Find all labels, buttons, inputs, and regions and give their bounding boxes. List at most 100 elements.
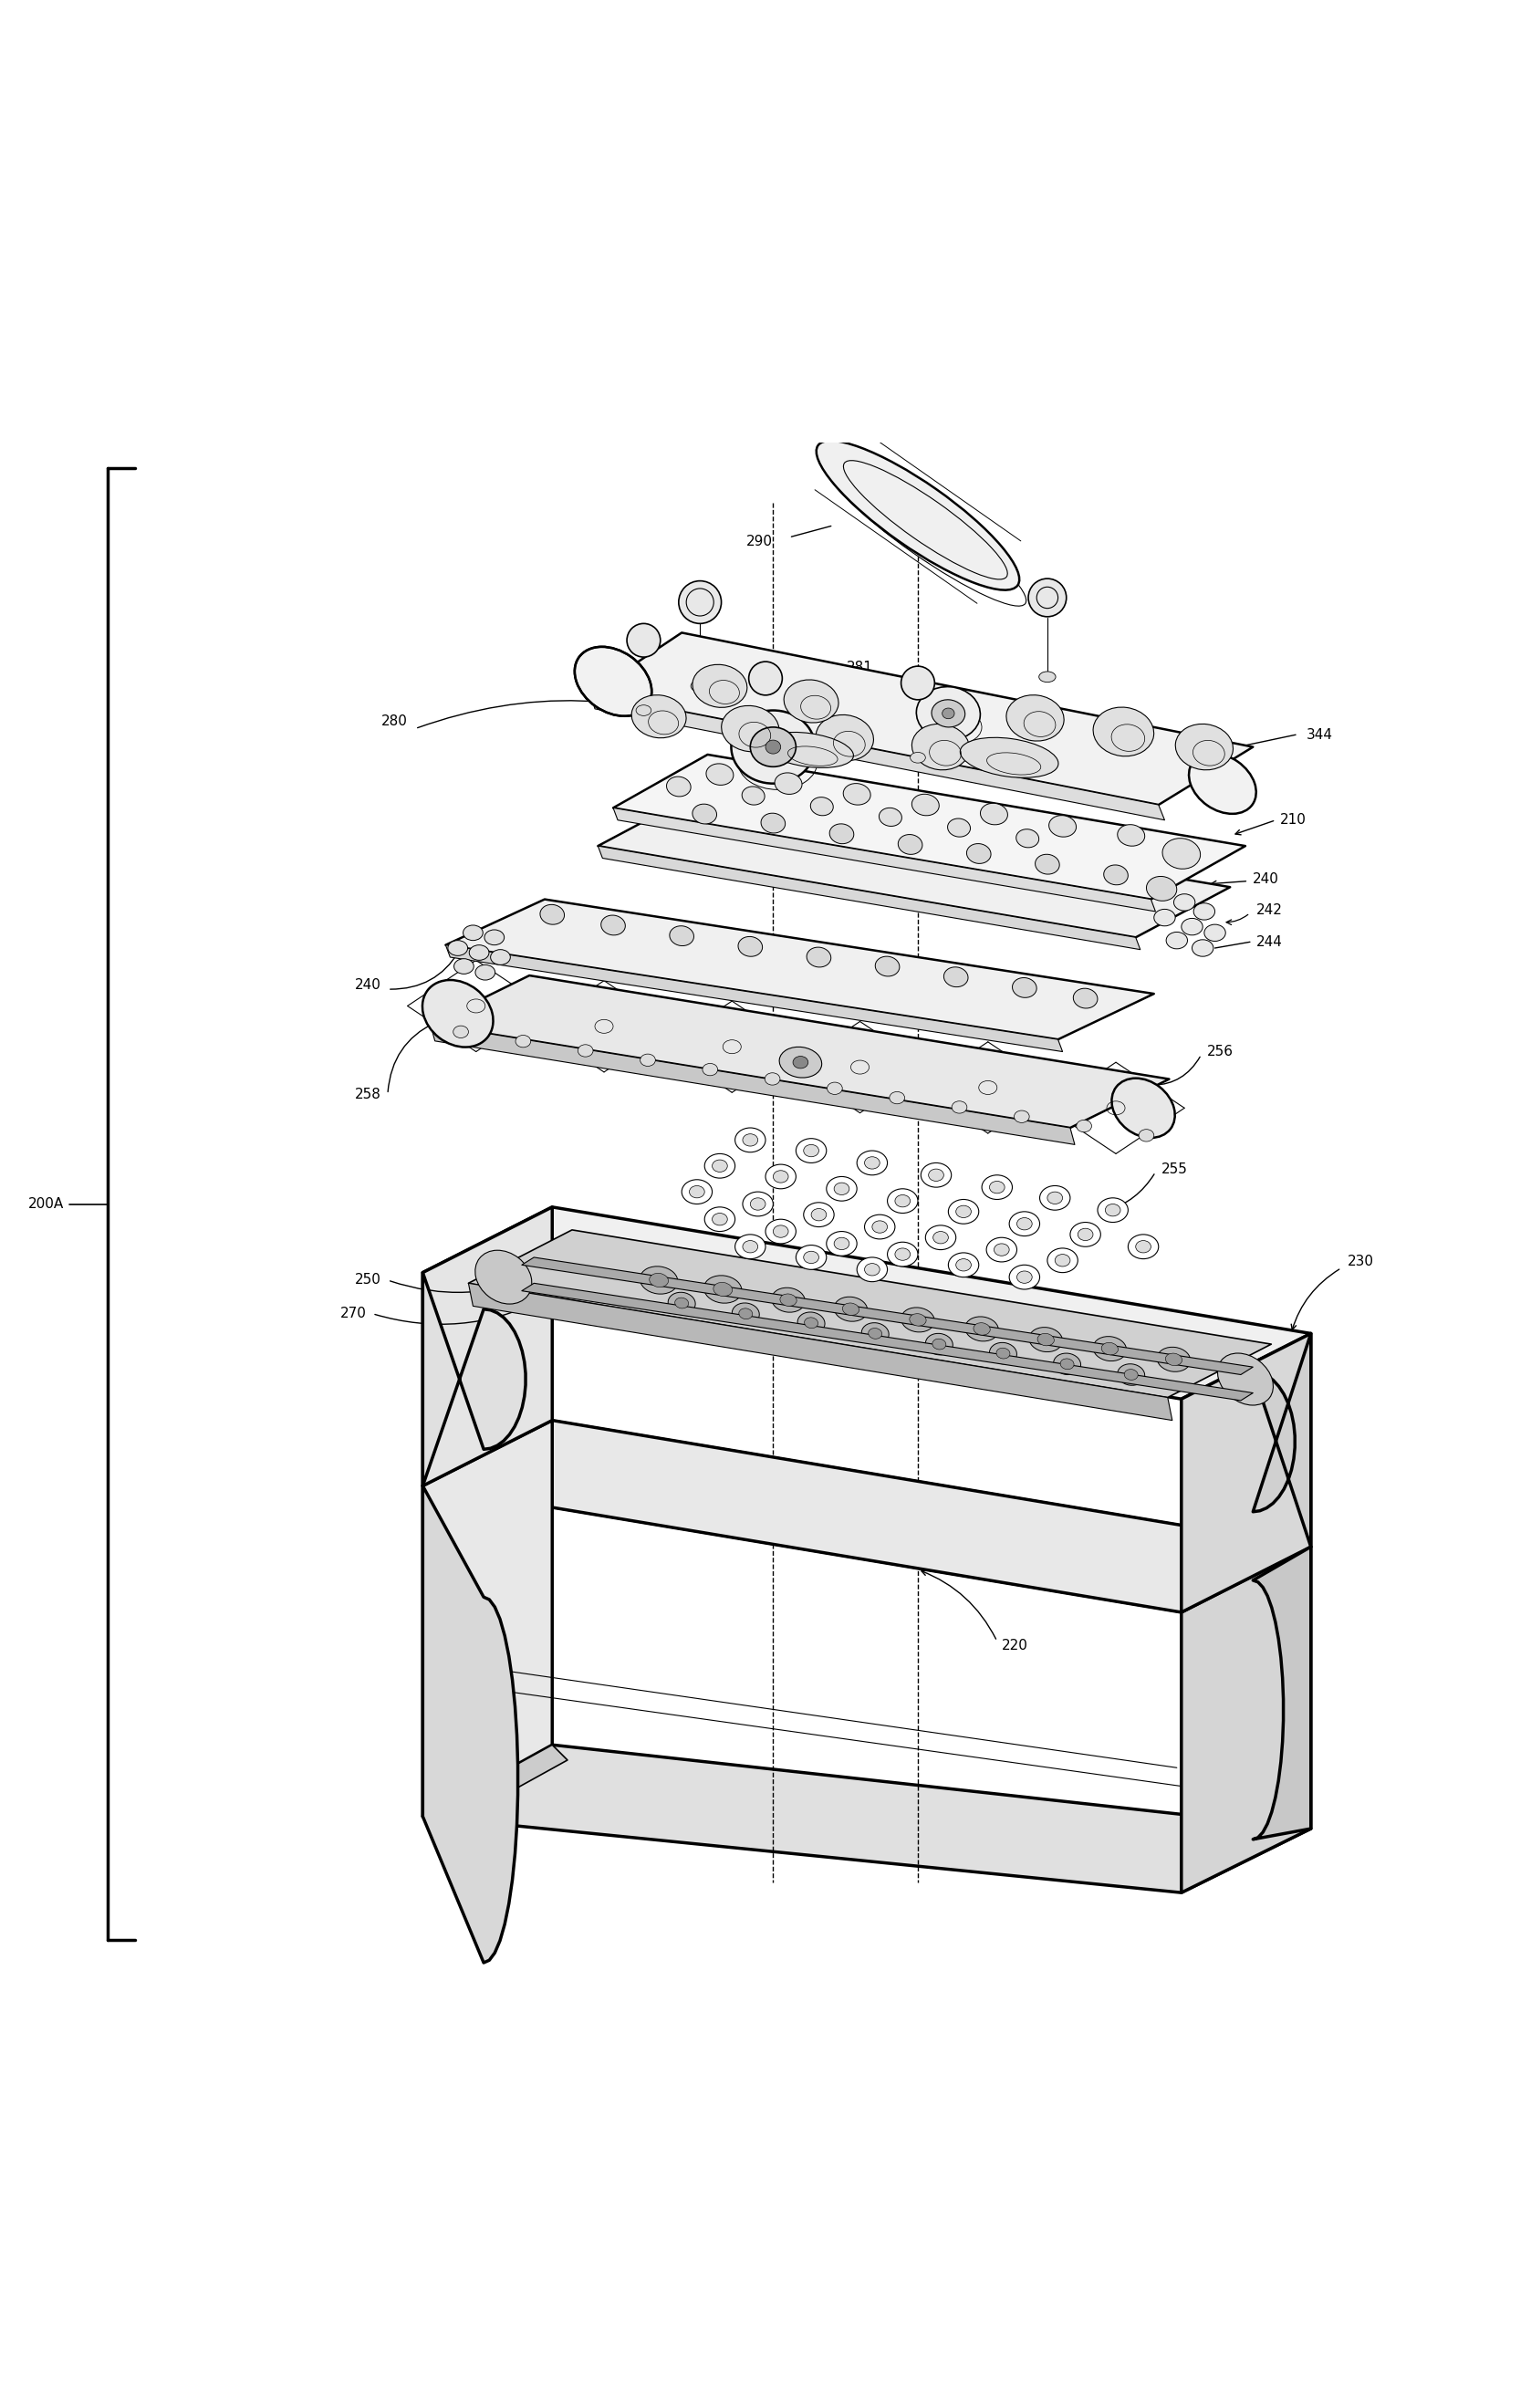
Ellipse shape (692, 804, 717, 824)
Ellipse shape (1182, 917, 1203, 934)
Ellipse shape (732, 1303, 759, 1324)
Ellipse shape (827, 1081, 842, 1096)
Ellipse shape (811, 1209, 827, 1221)
Ellipse shape (678, 580, 721, 624)
Ellipse shape (1101, 1344, 1118, 1356)
Text: 290: 290 (747, 535, 773, 549)
Ellipse shape (834, 1238, 850, 1250)
Text: 280: 280 (381, 715, 407, 727)
Ellipse shape (804, 1317, 818, 1329)
Ellipse shape (909, 1315, 926, 1327)
Polygon shape (522, 1283, 1252, 1401)
Ellipse shape (857, 1257, 888, 1281)
Ellipse shape (704, 1276, 743, 1303)
Text: 242: 242 (1255, 903, 1283, 917)
Polygon shape (612, 754, 1245, 898)
Ellipse shape (1154, 910, 1176, 927)
Polygon shape (1252, 1334, 1311, 1546)
Ellipse shape (793, 1057, 808, 1069)
Polygon shape (468, 1230, 1271, 1397)
Ellipse shape (955, 1206, 971, 1218)
Polygon shape (599, 795, 1229, 937)
Ellipse shape (703, 1064, 718, 1076)
Ellipse shape (827, 1230, 857, 1257)
Ellipse shape (1049, 816, 1076, 838)
Text: 256: 256 (1208, 1045, 1234, 1060)
Ellipse shape (713, 1283, 732, 1296)
Ellipse shape (475, 966, 495, 980)
Ellipse shape (704, 1153, 735, 1178)
Ellipse shape (669, 927, 694, 946)
Ellipse shape (1029, 578, 1067, 616)
Ellipse shape (1098, 1197, 1128, 1223)
Ellipse shape (766, 1218, 796, 1243)
Ellipse shape (1017, 828, 1040, 848)
Polygon shape (1252, 1546, 1311, 1840)
Ellipse shape (1165, 1353, 1182, 1365)
Ellipse shape (804, 1252, 819, 1264)
Text: 281: 281 (847, 660, 873, 674)
Text: 258: 258 (355, 1088, 381, 1100)
Text: 270: 270 (340, 1308, 366, 1320)
Ellipse shape (739, 1308, 753, 1320)
Ellipse shape (675, 1298, 689, 1308)
Ellipse shape (1006, 696, 1064, 742)
Polygon shape (423, 1206, 553, 1486)
Ellipse shape (1055, 1255, 1070, 1267)
Polygon shape (423, 1746, 1311, 1893)
Ellipse shape (1217, 1353, 1274, 1406)
Text: 250: 250 (355, 1274, 381, 1286)
Ellipse shape (1162, 838, 1200, 869)
Ellipse shape (974, 1322, 991, 1334)
Ellipse shape (804, 1202, 834, 1226)
Ellipse shape (775, 773, 802, 795)
Ellipse shape (873, 1221, 888, 1233)
Ellipse shape (902, 1308, 934, 1332)
Ellipse shape (888, 1243, 919, 1267)
Ellipse shape (1073, 987, 1098, 1009)
Ellipse shape (449, 942, 467, 956)
Text: 200A: 200A (29, 1197, 64, 1211)
Polygon shape (446, 944, 1063, 1052)
Ellipse shape (902, 667, 934, 701)
Text: 255: 255 (1162, 1163, 1188, 1175)
Ellipse shape (807, 946, 831, 968)
Ellipse shape (1076, 1120, 1092, 1132)
Ellipse shape (932, 1230, 948, 1243)
Ellipse shape (865, 1214, 896, 1240)
Polygon shape (446, 898, 1154, 1040)
Text: 210: 210 (1280, 814, 1307, 826)
Ellipse shape (1009, 1264, 1040, 1288)
Ellipse shape (779, 1047, 822, 1079)
Ellipse shape (989, 1344, 1017, 1363)
Ellipse shape (796, 1139, 827, 1163)
Polygon shape (591, 694, 1165, 821)
Ellipse shape (712, 1214, 727, 1226)
Ellipse shape (743, 1240, 758, 1252)
Text: 344: 344 (1306, 727, 1334, 742)
Ellipse shape (1147, 877, 1177, 901)
Ellipse shape (1040, 672, 1056, 681)
Polygon shape (430, 975, 1170, 1127)
Ellipse shape (1105, 1204, 1121, 1216)
Ellipse shape (798, 1312, 825, 1334)
Ellipse shape (827, 1178, 857, 1202)
Ellipse shape (928, 1168, 943, 1182)
Ellipse shape (1128, 1235, 1159, 1259)
Ellipse shape (1194, 903, 1216, 920)
Ellipse shape (862, 1322, 890, 1344)
Ellipse shape (1139, 1129, 1154, 1141)
Ellipse shape (912, 725, 969, 771)
Ellipse shape (796, 1245, 827, 1269)
Ellipse shape (1190, 754, 1255, 814)
Polygon shape (591, 633, 1252, 804)
Ellipse shape (1014, 1110, 1029, 1122)
Ellipse shape (750, 727, 796, 766)
Ellipse shape (743, 1134, 758, 1146)
Ellipse shape (816, 441, 1020, 590)
Ellipse shape (632, 696, 686, 737)
Ellipse shape (468, 944, 488, 961)
Ellipse shape (750, 1197, 766, 1211)
Ellipse shape (772, 1288, 805, 1312)
Ellipse shape (942, 708, 954, 718)
